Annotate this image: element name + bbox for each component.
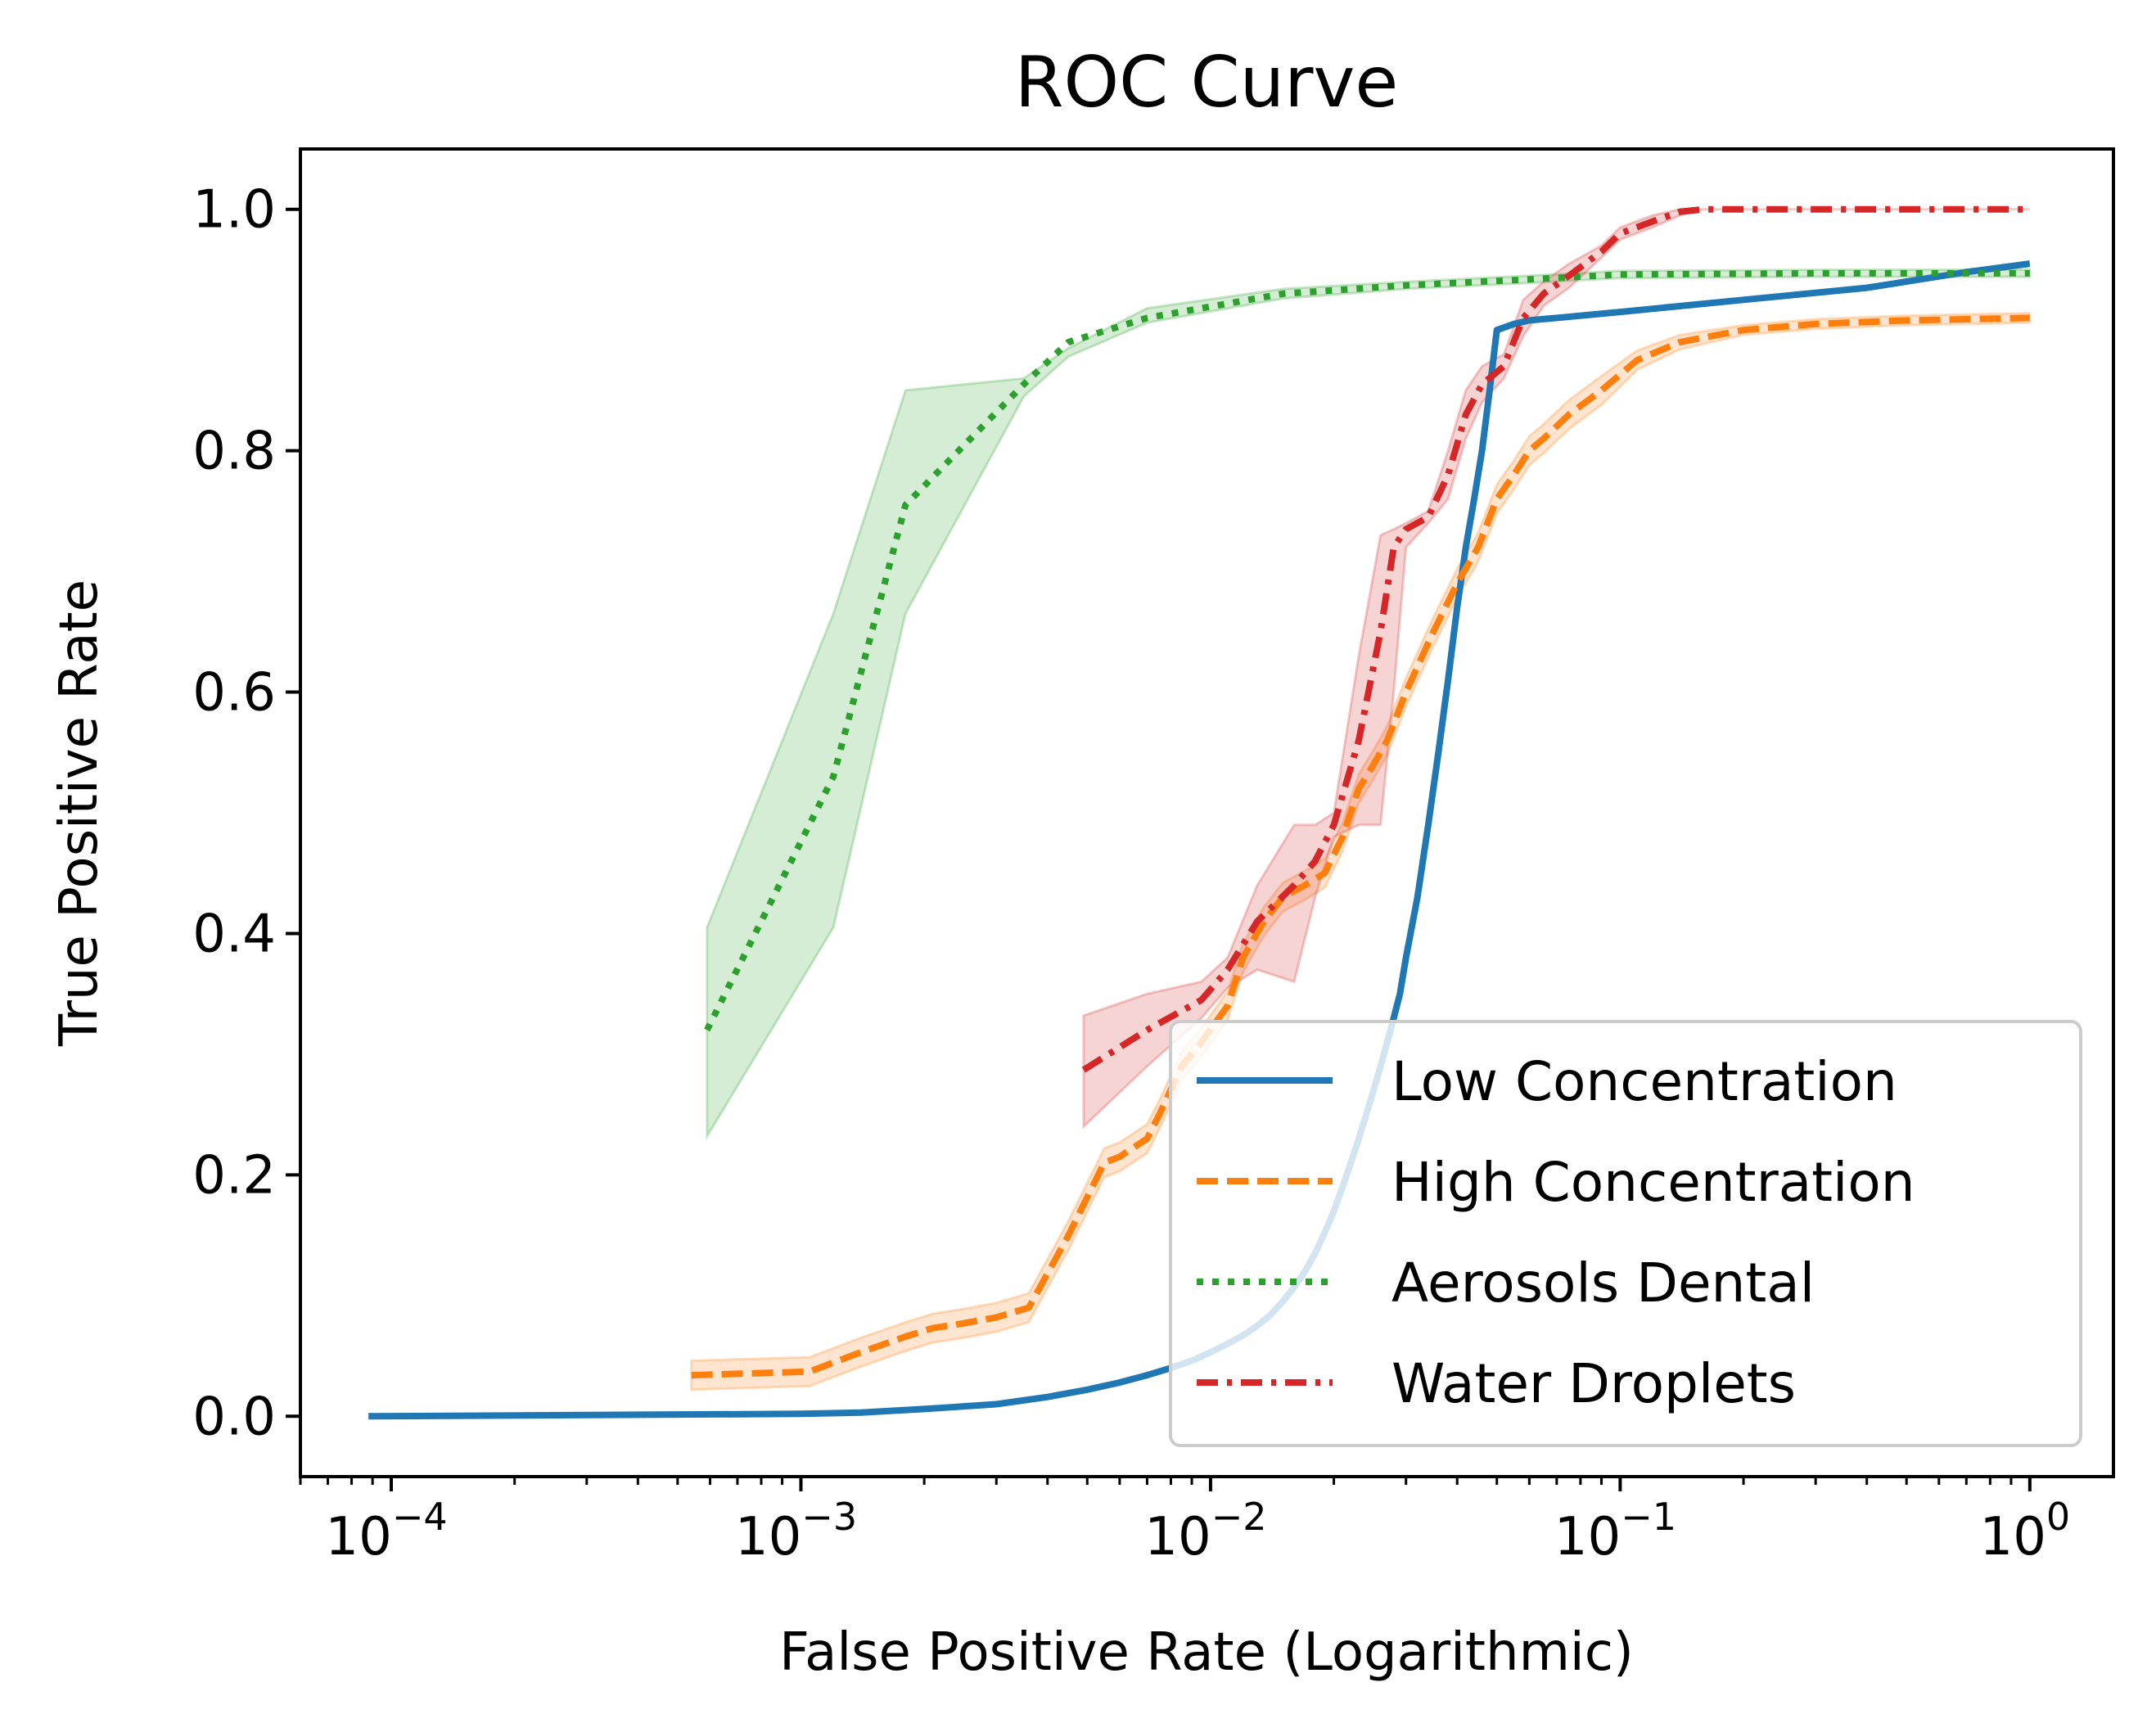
y-tick-label: 0.6 <box>192 663 276 724</box>
y-axis-ticks: 0.0 0.2 0.4 0.6 0.8 1.0 <box>192 180 300 1447</box>
legend-label-1: High Concentration <box>1391 1151 1915 1214</box>
chart-title: ROC Curve <box>1015 42 1399 124</box>
y-tick-label: 1.0 <box>192 180 276 241</box>
legend-label-0: Low Concentration <box>1391 1050 1897 1113</box>
y-tick-label: 0.2 <box>192 1145 276 1206</box>
y-tick-label: 0.0 <box>192 1387 276 1447</box>
x-tick-label: 10−3 <box>735 1495 857 1567</box>
legend-label-3: Water Droplets <box>1391 1352 1796 1415</box>
legend-box <box>1169 1020 2082 1447</box>
x-axis-label: False Positive Rate (Logarithmic) <box>779 1622 1634 1683</box>
x-axis-ticks: 10−4 10−3 10−2 10−1 100 <box>299 1477 2070 1567</box>
series-line-3 <box>1081 205 2030 1073</box>
legend-label-2: Aerosols Dental <box>1391 1252 1815 1315</box>
y-tick-label: 0.8 <box>192 422 276 482</box>
x-tick-label: 10−1 <box>1554 1495 1676 1567</box>
y-tick-label: 0.4 <box>192 904 276 964</box>
confidence-band-2 <box>706 268 2032 1141</box>
series-line-1 <box>691 314 2030 1379</box>
x-tick-label: 10−4 <box>325 1495 447 1567</box>
y-axis-label: True Positive Rate <box>49 580 110 1047</box>
series-line-2 <box>704 269 2030 1032</box>
x-tick-label: 100 <box>1979 1495 2070 1567</box>
plot-frame <box>299 147 2115 1478</box>
legend: Low Concentration High Concentration Aeros… <box>1169 1020 2082 1447</box>
x-tick-label: 10−2 <box>1144 1495 1266 1567</box>
